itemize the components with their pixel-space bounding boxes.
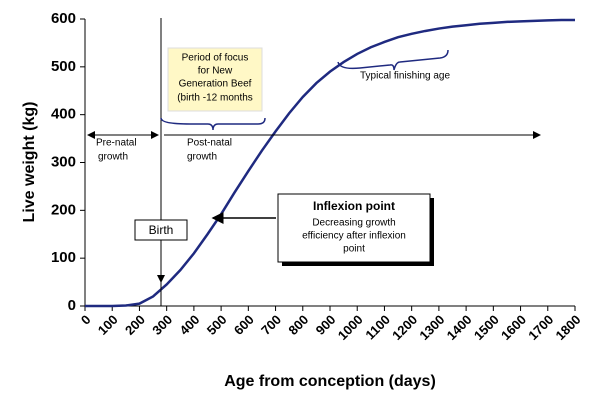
x-tick-label: 1500 bbox=[471, 312, 502, 343]
postnatal-text: growth bbox=[187, 152, 217, 163]
prenatal-text: Pre-natal bbox=[96, 138, 137, 149]
inflexion-text: efficiency after inflexion bbox=[302, 231, 406, 242]
x-tick-label: 1000 bbox=[335, 312, 366, 343]
y-tick-label: 500 bbox=[51, 58, 76, 75]
y-tick-label: 200 bbox=[51, 201, 76, 218]
focus-text: for New bbox=[198, 66, 233, 77]
postnatal-text: Post-natal bbox=[187, 138, 232, 149]
line bbox=[85, 18, 575, 308]
x-tick-label: 100 bbox=[95, 312, 121, 338]
y-tick-label: 400 bbox=[51, 106, 76, 123]
x-tick-label: 500 bbox=[204, 312, 230, 338]
inflexion-box bbox=[277, 193, 431, 263]
x-tick-label: 1300 bbox=[416, 312, 447, 343]
inflexion-text: point bbox=[343, 244, 365, 255]
inflexion-title: Inflexion point bbox=[313, 199, 395, 213]
x-tick-label: 200 bbox=[122, 312, 148, 338]
y-axis-title: Live weight (kg) bbox=[21, 102, 38, 223]
x-tick-label: 1800 bbox=[552, 312, 583, 343]
x-tick-label: 1400 bbox=[444, 312, 475, 343]
focus-brace bbox=[160, 117, 266, 131]
x-tick-label: 800 bbox=[285, 312, 311, 338]
y-tick-label: 100 bbox=[51, 249, 76, 266]
inflexion-text: Decreasing growth bbox=[312, 218, 395, 229]
finishing-brace bbox=[337, 49, 449, 71]
x-tick-label: 1600 bbox=[498, 312, 529, 343]
x-tick-label: 600 bbox=[231, 312, 257, 338]
x-tick-label: 0 bbox=[78, 312, 94, 328]
prenatal-text: growth bbox=[98, 152, 128, 163]
y-tick-label: 600 bbox=[51, 10, 76, 27]
focus-box bbox=[167, 47, 263, 112]
focus-text: Generation Beef bbox=[179, 79, 252, 90]
x-tick-label: 1200 bbox=[389, 312, 420, 343]
x-tick-label: 400 bbox=[176, 312, 202, 338]
focus-text: (birth -12 months bbox=[177, 93, 253, 104]
focus-text: Period of focus bbox=[182, 53, 249, 64]
x-tick-label: 1700 bbox=[525, 312, 556, 343]
x-axis-title: Age from conception (days) bbox=[224, 373, 436, 390]
x-tick-label: 700 bbox=[258, 312, 284, 338]
x-tick-label: 1100 bbox=[362, 312, 393, 343]
y-tick-label: 0 bbox=[68, 297, 76, 314]
birth-text: Birth bbox=[149, 223, 174, 237]
x-tick-label: 900 bbox=[313, 312, 339, 338]
finishing-text: Typical finishing age bbox=[360, 71, 450, 82]
x-tick-label: 300 bbox=[149, 312, 175, 338]
y-tick-label: 300 bbox=[51, 153, 76, 170]
